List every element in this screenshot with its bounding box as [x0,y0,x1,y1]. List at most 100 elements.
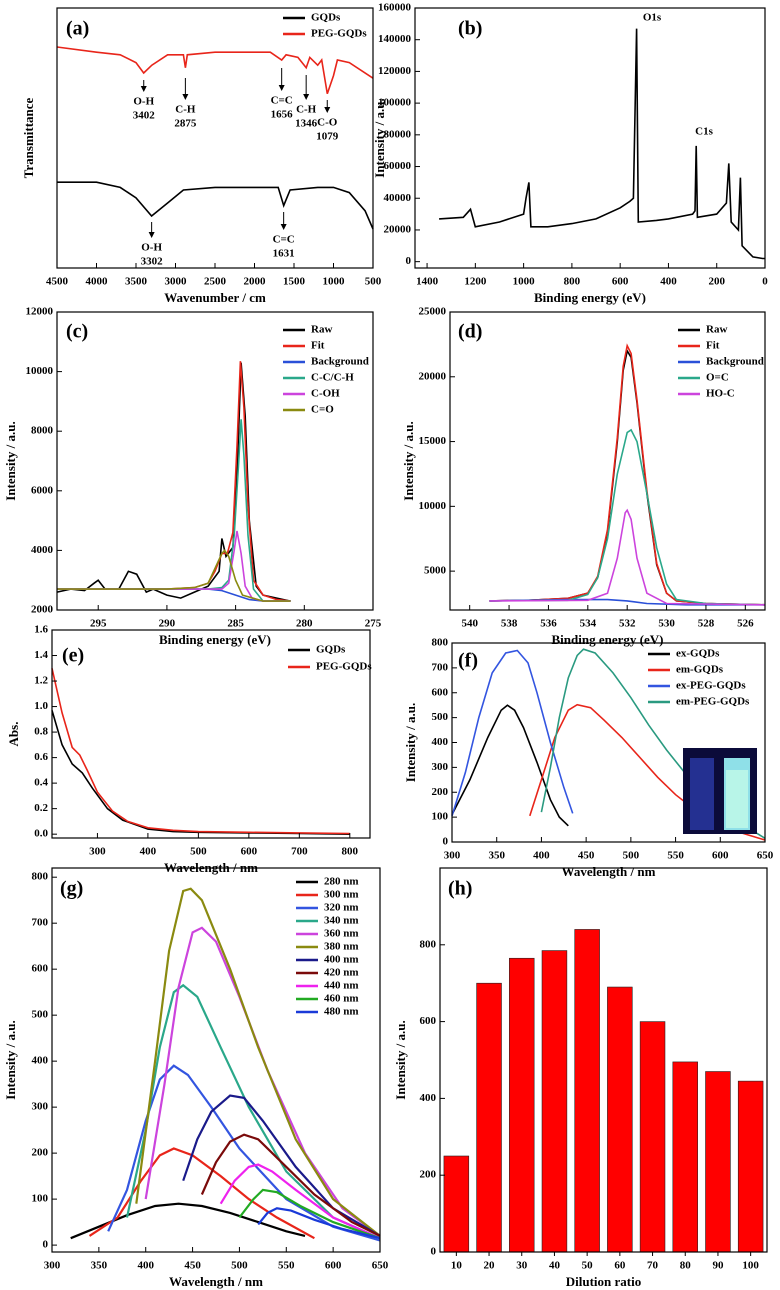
x-tick-label: 285 [227,618,244,630]
y-tick-label: 0.6 [34,751,48,763]
x-tick-label: 1000 [323,276,346,288]
x-tick-label: 600 [712,850,729,862]
legend-label: Fit [706,340,720,352]
x-tick-label: 400 [140,846,157,858]
x-tick-label: 540 [461,618,478,630]
bar [509,957,535,1253]
bar [607,986,633,1253]
y-tick-label: 600 [432,686,449,698]
x-axis-title: Binding energy (eV) [552,632,664,647]
y-tick-label: 15000 [419,435,447,447]
bar [574,929,600,1253]
legend-label: 440 nm [324,980,359,992]
y-tick-label: 500 [432,711,449,723]
annotation-label: O1s [643,12,662,24]
x-tick-label: 1500 [283,276,306,288]
y-tick-label: 0.4 [34,777,48,789]
x-tick-label: 30 [516,1260,528,1272]
x-tick-label: 700 [291,846,308,858]
legend-label: Background [311,356,369,368]
legend-label: C-C/C-H [311,372,354,384]
panel: 4500 4000 3500 3000 2500 2000 1500 1000 500 Waven… [21,7,382,305]
x-tick-label: 0 [762,276,768,288]
x-tick-label: 400 [533,850,550,862]
arrow-head [278,85,285,91]
legend-label: 420 nm [324,967,359,979]
panel-label: (a) [66,18,89,40]
series-line [56,46,374,95]
legend-label: 480 nm [324,1006,359,1018]
y-tick-label: 0 [406,255,412,267]
annotation-label: C=C [273,234,295,246]
legend-label: C-OH [311,388,340,400]
annotation-label: O-H [141,242,162,254]
y-tick-label: 0 [443,836,449,848]
x-tick-label: 4500 [46,276,69,288]
y-axis-title: Intensity / a.u. [401,421,416,500]
y-tick-label: 800 [432,637,449,649]
x-tick-label: 500 [623,850,640,862]
panel-label: (g) [60,878,83,900]
legend-label: GQDs [311,12,341,24]
y-tick-label: 8000 [31,425,54,437]
x-tick-label: 60 [614,1260,626,1272]
annotation-value: 3402 [133,110,156,122]
legend-label: 340 nm [324,915,359,927]
series-line [107,1064,381,1242]
x-tick-label: 295 [90,618,107,630]
x-tick-label: 70 [647,1260,659,1272]
y-tick-label: 10000 [26,365,54,377]
y-axis-title: Intensity / a.u. [3,421,18,500]
x-tick-label: 600 [325,1260,342,1272]
series-line [489,508,766,606]
x-tick-label: 1000 [513,276,536,288]
y-tick-label: 700 [32,917,49,929]
panel: 295 290 285 280 275 2000 4000 6000 8000 10000 1200… [3,306,382,647]
panel-label: (b) [458,18,482,40]
x-tick-label: 500 [231,1260,248,1272]
annotation-label: C-O [317,117,338,129]
x-tick-label: 90 [712,1260,724,1272]
legend-label: 460 nm [324,993,359,1005]
x-tick-label: 538 [501,618,518,630]
bar [672,1061,698,1253]
x-tick-label: 500 [365,276,382,288]
y-tick-label: 100000 [378,97,412,109]
panel: 300 350 400 450 500 550 600 650 0 100 200 300 400 500… [403,637,774,879]
series-line [489,343,766,606]
series-line [182,1094,381,1237]
y-tick-label: 2000 [31,604,54,616]
x-tick-label: 600 [241,846,258,858]
legend-label: Raw [311,324,332,336]
legend-label: GQDs [316,644,346,656]
y-tick-label: 0 [43,1239,49,1251]
series-line [57,361,291,602]
x-axis-title: Wavelength / nm [562,864,656,879]
y-tick-label: 0.2 [34,802,48,814]
plot-frame [51,629,371,839]
y-tick-label: 600 [32,963,49,975]
legend-label: 300 nm [324,889,359,901]
series-line [219,1163,381,1240]
y-tick-label: 1.0 [34,700,48,712]
plot-frame [439,867,768,1253]
annotation-label: C-H [175,104,196,116]
series-line [51,710,350,835]
x-tick-label: 526 [737,618,754,630]
y-tick-label: 1.2 [34,675,48,687]
x-tick-label: 1200 [464,276,487,288]
plot-frame [51,867,381,1253]
x-tick-label: 534 [580,618,597,630]
annotation-label: C=C [271,95,293,107]
series-line [238,1188,381,1240]
x-tick-label: 2500 [204,276,227,288]
plot-frame [449,311,766,611]
series-line [57,181,374,230]
y-axis-title: Intensity / a.u. [372,98,387,177]
x-tick-label: 290 [159,618,176,630]
y-tick-label: 5000 [424,565,447,577]
series-line [51,668,350,835]
x-tick-label: 500 [190,846,207,858]
legend-label: 400 nm [324,954,359,966]
